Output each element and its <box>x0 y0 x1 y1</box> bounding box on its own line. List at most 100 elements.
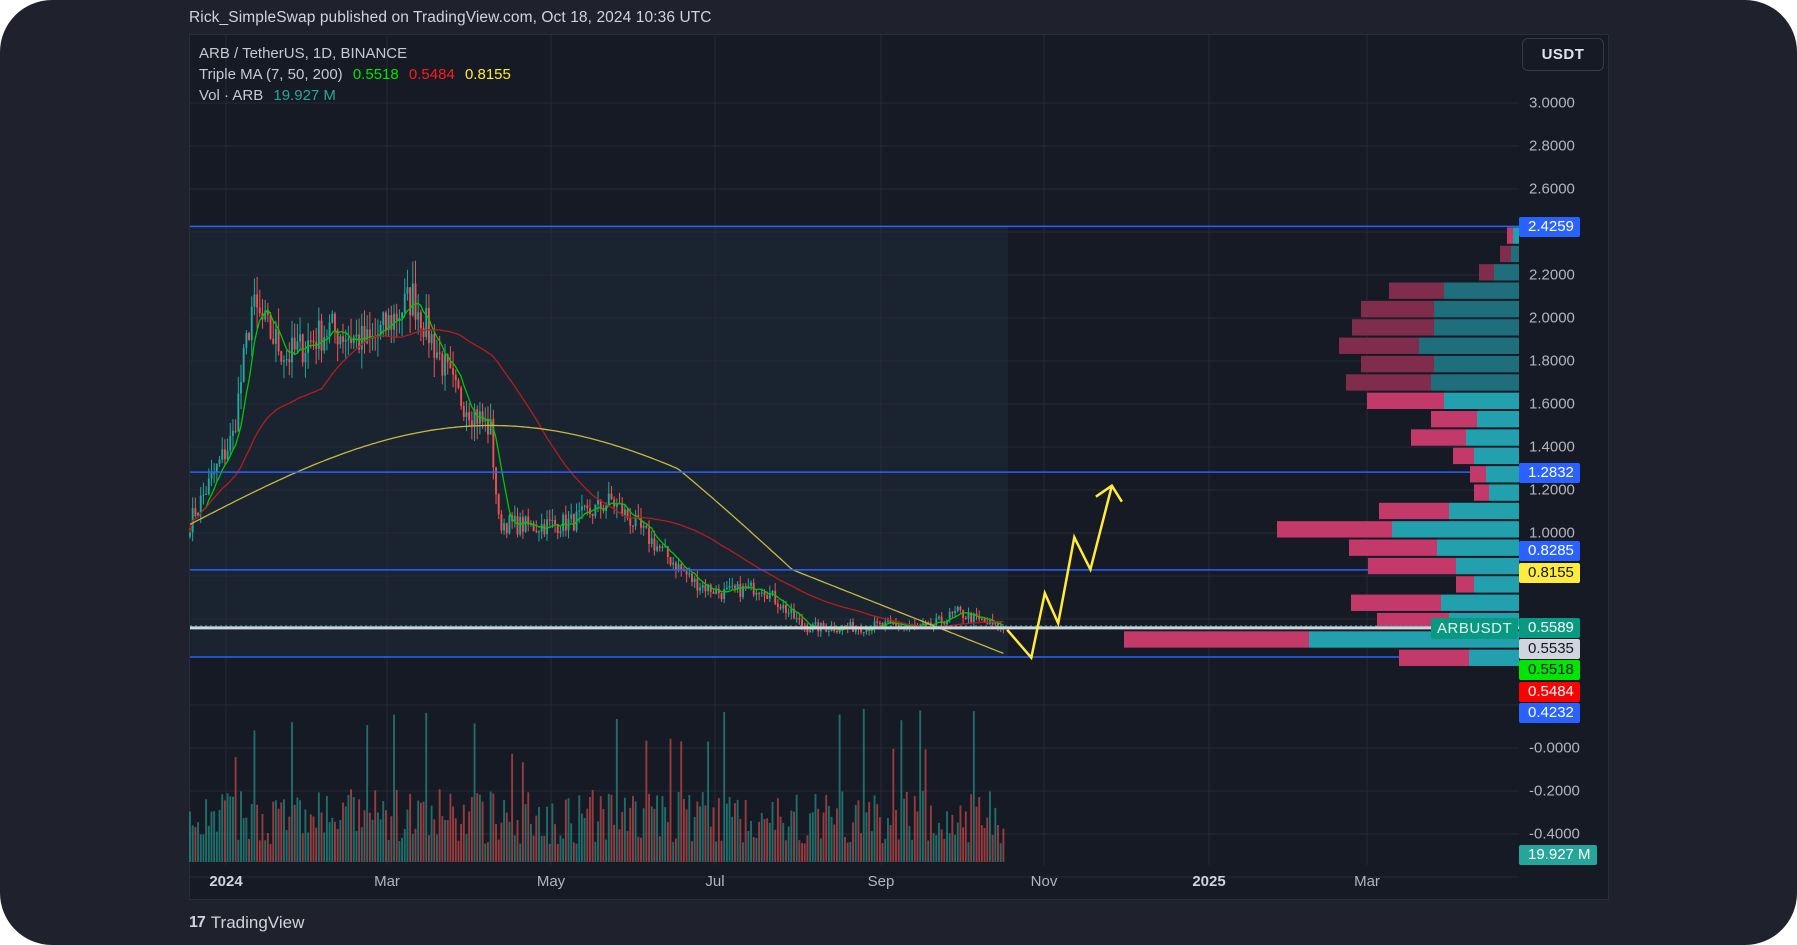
candle-body <box>285 359 288 361</box>
volume-bar <box>342 802 344 862</box>
candle-body <box>417 312 420 320</box>
candle-body <box>299 334 302 342</box>
candle-body <box>382 312 385 325</box>
volume-bar <box>943 838 946 862</box>
candle-body <box>742 586 744 597</box>
volume-profile-up <box>1474 447 1519 465</box>
volume-profile-up <box>1441 594 1519 611</box>
volume-legend[interactable]: Vol · ARB 19.927 M <box>199 85 511 106</box>
candle-body <box>215 463 218 473</box>
volume-bar <box>497 839 500 862</box>
volume-bar <box>787 826 790 862</box>
candle-body <box>366 329 369 344</box>
volume-bar <box>406 809 409 862</box>
candle-body <box>328 322 331 337</box>
y-tick-label: -0.2000 <box>1529 782 1580 800</box>
candle-body <box>768 592 771 599</box>
triple-ma-legend[interactable]: Triple MA (7, 50, 200) 0.5518 0.5484 0.8… <box>199 64 511 85</box>
candle-body <box>720 593 723 600</box>
candle-body <box>272 338 275 344</box>
volume-bar <box>371 819 374 862</box>
tradingview-logo-icon: 17 <box>189 914 206 931</box>
volume-bar <box>540 835 543 862</box>
volume-bar <box>618 829 621 862</box>
volume-bar <box>441 816 444 862</box>
volume-bar <box>476 793 479 862</box>
candle-body <box>728 586 731 588</box>
volume-bar <box>215 831 218 862</box>
candle-body <box>242 347 245 383</box>
volume-bar <box>535 815 538 862</box>
volume-bar <box>395 790 398 862</box>
volume-profile-up <box>1513 227 1519 244</box>
candle-body <box>422 328 425 337</box>
volume-bar <box>744 800 747 862</box>
candle-body <box>623 509 626 516</box>
candle-body <box>554 519 557 525</box>
candle-body <box>626 509 629 519</box>
candle-body <box>586 505 589 509</box>
x-tick-label: 2025 <box>1192 873 1226 890</box>
volume-bar <box>637 836 640 862</box>
volume-bar <box>760 812 763 862</box>
y-tick-label: 2.8000 <box>1529 137 1575 155</box>
volume-bar <box>218 809 221 862</box>
volume-bar <box>312 816 315 862</box>
volume-bar <box>339 819 342 862</box>
candle-body <box>213 472 216 474</box>
candle-body <box>344 339 347 342</box>
highlight-region <box>190 226 1008 658</box>
candle-body <box>983 618 986 622</box>
volume-profile-down <box>1507 227 1513 244</box>
currency-button[interactable]: USDT <box>1522 38 1604 71</box>
volume-bar <box>645 740 648 862</box>
volume-bar <box>562 838 565 862</box>
volume-bar <box>878 817 881 862</box>
candle-body <box>640 517 642 528</box>
candle-body <box>250 306 253 341</box>
volume-bar <box>959 805 962 862</box>
y-tick-label: 1.6000 <box>1529 395 1575 413</box>
price-tag: 0.5535 <box>1519 639 1580 659</box>
candle-body <box>551 519 554 521</box>
y-tick-label: 3.0000 <box>1529 94 1575 112</box>
volume-bar <box>256 804 259 862</box>
volume-bar <box>615 718 618 862</box>
volume-bar <box>852 822 854 862</box>
volume-profile-down <box>1367 392 1444 410</box>
candle-body <box>325 336 328 338</box>
volume-bar <box>366 725 369 862</box>
volume-bar <box>567 798 570 862</box>
candle-body <box>548 519 551 521</box>
volume-profile-down <box>1346 374 1431 391</box>
candle-body <box>484 418 487 422</box>
candle-body <box>814 622 817 625</box>
symbol-line[interactable]: ARB / TetherUS, 1D, BINANCE <box>199 45 408 62</box>
candle-body <box>449 362 452 369</box>
volume-bar <box>554 824 557 862</box>
volume-profile-up <box>1477 411 1519 428</box>
arrow-head-icon <box>1095 483 1123 503</box>
candle-body <box>409 287 412 316</box>
candle-body <box>656 546 659 551</box>
volume-profile-down <box>1124 631 1309 648</box>
candle-body <box>887 620 889 622</box>
volume-bar <box>836 808 838 862</box>
volume-profile-up <box>1449 502 1519 520</box>
candle-body <box>785 604 787 613</box>
volume-bar <box>640 837 642 862</box>
candle-body <box>199 495 202 513</box>
footer-brand[interactable]: 17 TradingView <box>189 913 304 933</box>
candle-body <box>556 524 559 534</box>
volume-bar <box>919 710 922 862</box>
candle-body <box>755 592 758 595</box>
volume-bar <box>403 829 406 862</box>
volume-bar <box>194 827 197 862</box>
candle-body <box>723 588 726 600</box>
volume-bar <box>355 830 358 862</box>
candle-body <box>951 612 954 614</box>
candle-body <box>666 546 669 557</box>
volume-bar <box>701 792 704 862</box>
candle-body <box>634 515 637 527</box>
